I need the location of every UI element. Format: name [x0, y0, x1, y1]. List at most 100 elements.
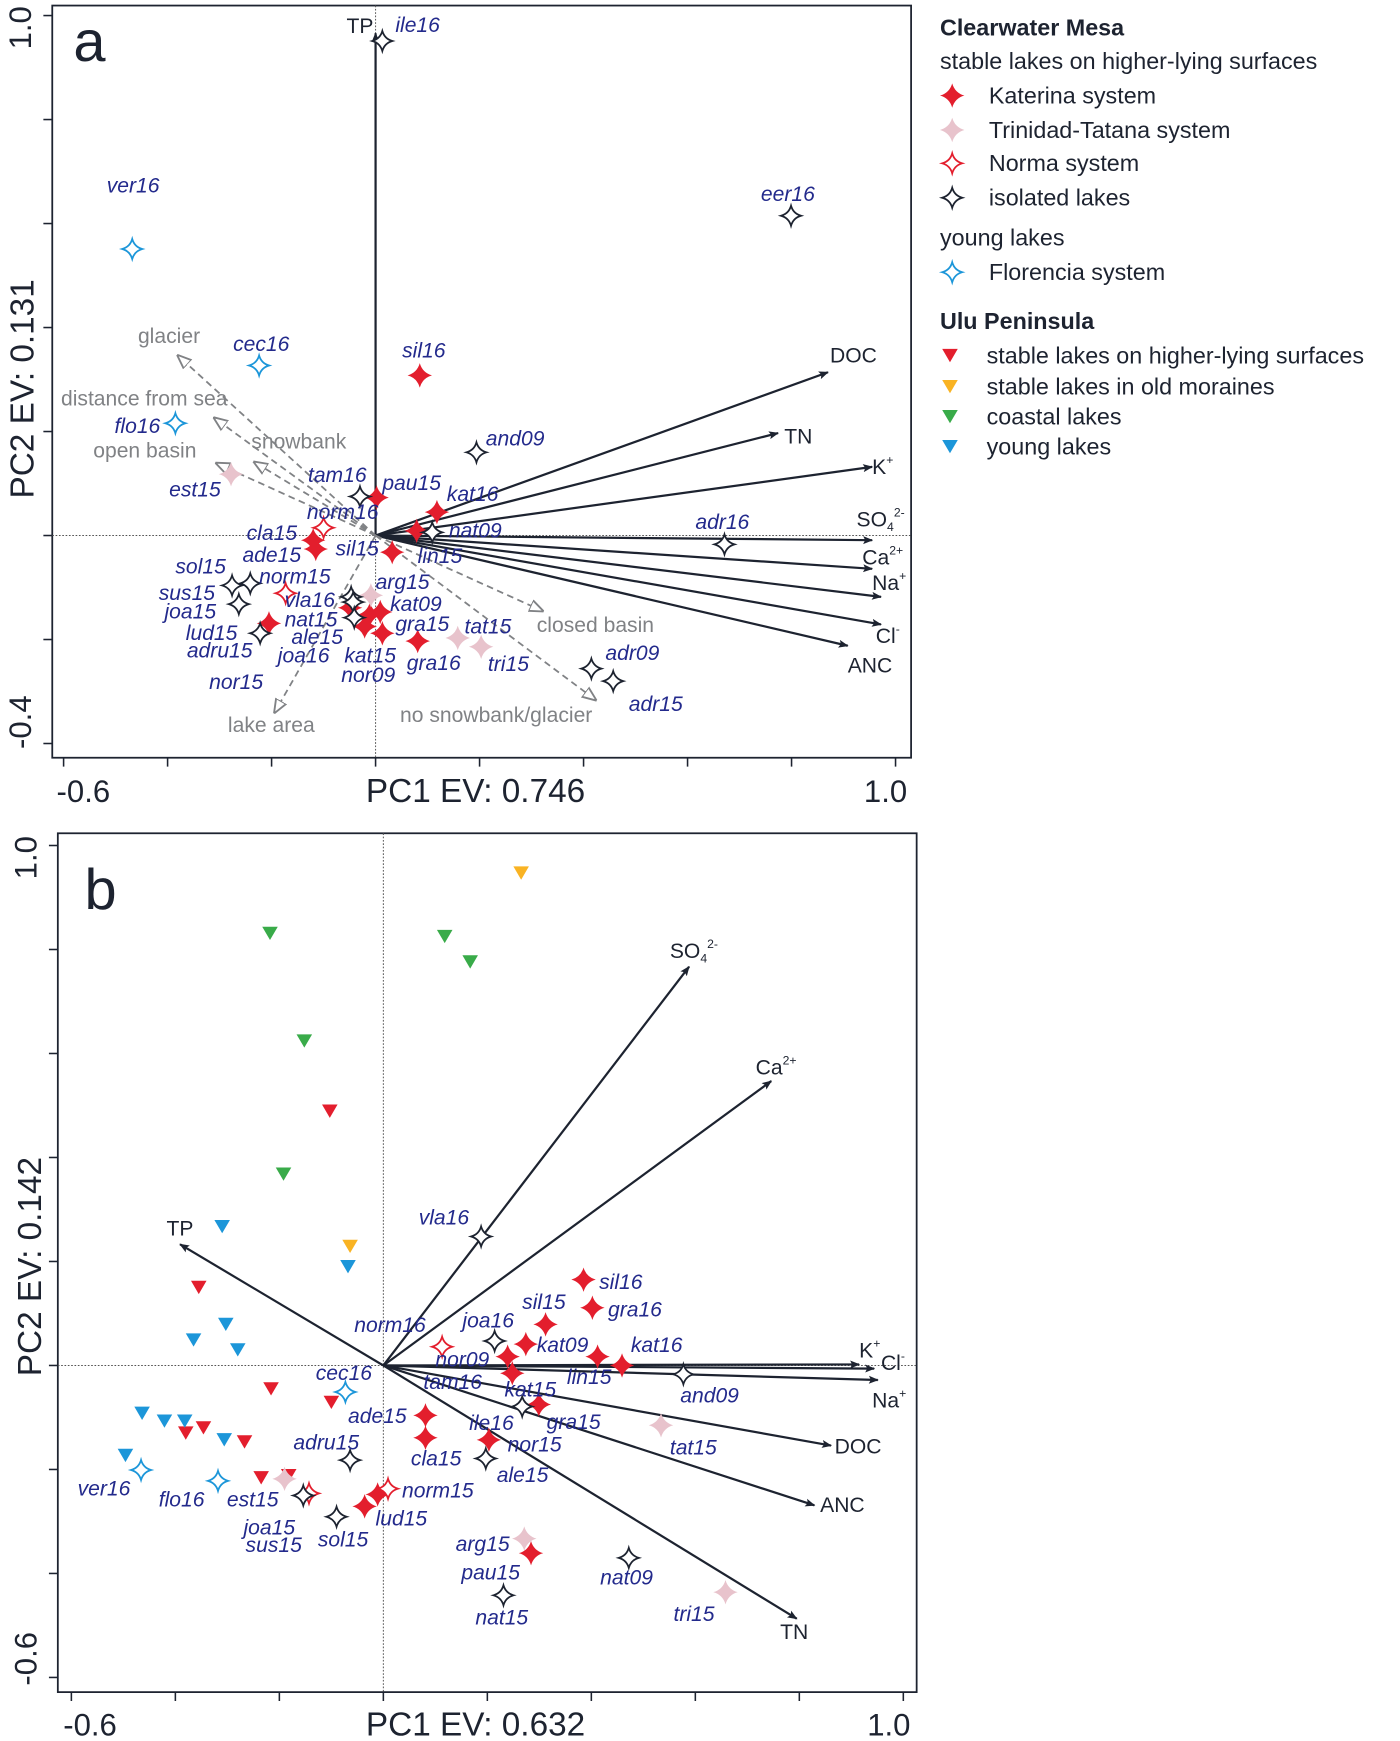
- arrow-so42: [382, 965, 690, 1367]
- data-point: [418, 519, 446, 546]
- data-point: [615, 1544, 643, 1572]
- data-point: [177, 1426, 194, 1440]
- legend-item-katerina: Katerina system: [989, 82, 1156, 108]
- arrow-cl: [375, 534, 882, 627]
- arrow-na: [375, 534, 882, 600]
- point-label-gra15: gra15: [547, 1411, 601, 1434]
- data-point: [462, 955, 478, 969]
- panel-a-label: a: [73, 10, 106, 74]
- point-label-tri15: tri15: [488, 653, 529, 676]
- data-point: [323, 1503, 350, 1531]
- arrow-tn: [382, 1364, 798, 1620]
- point-label-norm15: norm15: [402, 1480, 474, 1503]
- arrow-label-tp: TP: [167, 1217, 194, 1240]
- arrow-label-cl: Cl-: [876, 622, 900, 648]
- data-point: [162, 409, 189, 437]
- data-point: [526, 1392, 552, 1417]
- arrow-anc: [375, 534, 849, 648]
- data-point: [463, 439, 490, 466]
- point-label-nat09: nat09: [600, 1566, 653, 1589]
- legend-symbol-norma: [938, 150, 966, 177]
- data-point: [256, 611, 282, 636]
- arrow-label-cl: Cl-: [881, 1349, 905, 1375]
- data-point: [218, 461, 244, 487]
- arrow-k: [375, 464, 874, 537]
- data-point: [218, 1317, 234, 1332]
- arrow-label-tn: TN: [784, 425, 812, 448]
- panel-b-xtick-min: -0.6: [63, 1707, 117, 1741]
- point-label-lud15: lud15: [376, 1508, 428, 1531]
- point-label-norm16: norm16: [307, 501, 379, 524]
- data-point: [670, 1361, 697, 1388]
- data-point: [127, 1456, 155, 1484]
- arrow-label-no-snowbank-glacier: no snowbank/glacier: [400, 704, 592, 727]
- point-label-ade15: ade15: [348, 1405, 407, 1428]
- data-point: [512, 1526, 537, 1551]
- data-point: [711, 531, 738, 558]
- arrow-glacier: [178, 356, 377, 537]
- legend-title-clearwater: Clearwater Mesa: [940, 15, 1125, 41]
- data-point: [263, 1382, 279, 1396]
- point-label-eer16: eer16: [761, 183, 815, 206]
- point-label-adr15: adr15: [629, 693, 683, 716]
- panel-a-ytick-min: -0.4: [3, 695, 38, 749]
- point-label-tat15: tat15: [464, 615, 511, 638]
- point-label-pau15: pau15: [381, 472, 441, 495]
- point-label-ver16: ver16: [78, 1477, 131, 1500]
- arrow-no-snowbank-glacier: [375, 534, 596, 700]
- data-point: [156, 1414, 173, 1428]
- point-label-sus15: sus15: [246, 1534, 303, 1557]
- data-point: [134, 1406, 150, 1420]
- data-point: [245, 352, 273, 379]
- data-point: [369, 27, 396, 55]
- data-point: [225, 590, 253, 618]
- arrow-label-glacier: glacier: [138, 325, 200, 348]
- data-point: [405, 628, 430, 654]
- data-point: [518, 1540, 544, 1566]
- legend-item-ulu-stable: stable lakes on higher-lying surfaces: [987, 342, 1364, 368]
- data-point: [533, 1312, 558, 1337]
- data-point: [713, 1579, 738, 1605]
- point-label-adru15: adru15: [187, 640, 253, 663]
- data-point: [236, 570, 264, 597]
- series-isolated-lakes: [218, 27, 805, 695]
- arrow-label-doc: DOC: [835, 1435, 882, 1458]
- point-label-ile16: ile16: [395, 14, 440, 37]
- legend-subtitle-young: young lakes: [940, 225, 1065, 251]
- point-label-sol15: sol15: [175, 555, 226, 578]
- arrow-label-anc: ANC: [848, 654, 893, 677]
- legend-item-florencia: Florencia system: [989, 259, 1165, 285]
- arrow-label-k: K+: [859, 1337, 880, 1363]
- arrow-label-ca2: Ca2+: [756, 1053, 797, 1079]
- arrow-anc: [383, 1364, 816, 1507]
- legend-item-ulu-coastal: coastal lakes: [987, 403, 1122, 429]
- data-point: [300, 527, 326, 553]
- panel-a-xtick-max: 1.0: [864, 774, 907, 809]
- point-label-and09: and09: [486, 428, 545, 451]
- legend-symbol-ulu-coastal: [942, 409, 958, 424]
- panel-a: TP DOC TN K+ SO42- Ca2+Na+ Cl- ANC glacier distan…: [43, 4, 912, 767]
- arrow-label-tn: TN: [780, 1621, 808, 1644]
- point-label-nat15: nat15: [285, 609, 338, 632]
- data-point: [508, 1393, 536, 1420]
- point-label-tat15: tat15: [670, 1436, 717, 1459]
- data-point: [303, 536, 329, 562]
- data-point: [580, 1295, 605, 1320]
- data-point: [364, 485, 389, 510]
- data-point: [467, 1223, 495, 1250]
- point-label-gra15: gra15: [395, 613, 449, 636]
- data-point: [379, 539, 405, 565]
- data-point: [332, 1378, 359, 1406]
- series-florencia-system: [127, 1378, 359, 1495]
- point-label-pau15: pau15: [460, 1562, 520, 1585]
- arrow-tp: [179, 1243, 384, 1367]
- arrow-so42: [375, 534, 874, 545]
- series-coastal-lakes: [262, 926, 478, 1181]
- data-point: [340, 1260, 356, 1274]
- data-point: [253, 1471, 269, 1485]
- point-label-est15: est15: [169, 479, 221, 502]
- point-label-kat15: kat15: [344, 644, 396, 667]
- data-point: [272, 1466, 297, 1492]
- arrow-na: [383, 1364, 879, 1384]
- point-label-cec16: cec16: [316, 1362, 373, 1385]
